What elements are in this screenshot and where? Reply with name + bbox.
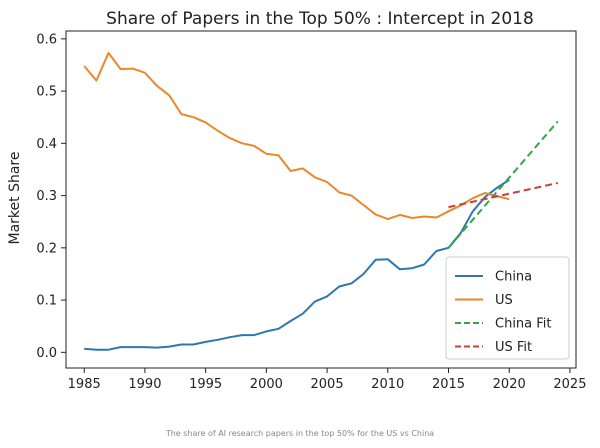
chart-title: Share of Papers in the Top 50% : Interce… [106,9,534,29]
legend-label: US Fit [495,340,532,355]
series-line-china [84,179,510,351]
x-tick-label: 2005 [311,377,344,392]
x-tick-label: 2000 [250,377,283,392]
y-tick-label: 0.4 [36,137,57,152]
x-tick-label: 2025 [553,377,586,392]
series-line-us [83,51,510,221]
legend-label: China Fit [495,317,552,332]
legend-box [445,256,570,360]
plot-frame [65,30,577,369]
legend-label: China [495,270,532,285]
y-axis-title: Market Share [7,152,23,245]
series-lines [83,51,559,351]
legend-label: US [495,293,513,308]
x-tick-label: 1985 [68,377,101,392]
y-tick-label: 0.2 [36,241,57,256]
y-tick-label: 0.3 [36,189,57,204]
y-tick-label: 0.6 [36,32,57,47]
axis-ticks: 1985 1990 1995 2000 2005 2010 2015 2020 2025 0.0 0… [36,32,586,392]
series-line-us-fit [448,182,559,209]
x-tick-label: 2010 [371,377,404,392]
legend: China US China Fit US Fit [445,256,570,360]
x-tick-label: 1990 [128,377,161,392]
y-tick-label: 0.1 [36,294,57,309]
series-line-china-fit [447,120,559,249]
y-tick-label: 0.5 [36,85,57,100]
figure-caption: The share of AI research papers in the t… [165,429,435,438]
x-tick-label: 2020 [493,377,526,392]
x-tick-label: 2015 [432,377,465,392]
x-tick-label: 1995 [189,377,222,392]
y-tick-label: 0.0 [36,346,57,361]
